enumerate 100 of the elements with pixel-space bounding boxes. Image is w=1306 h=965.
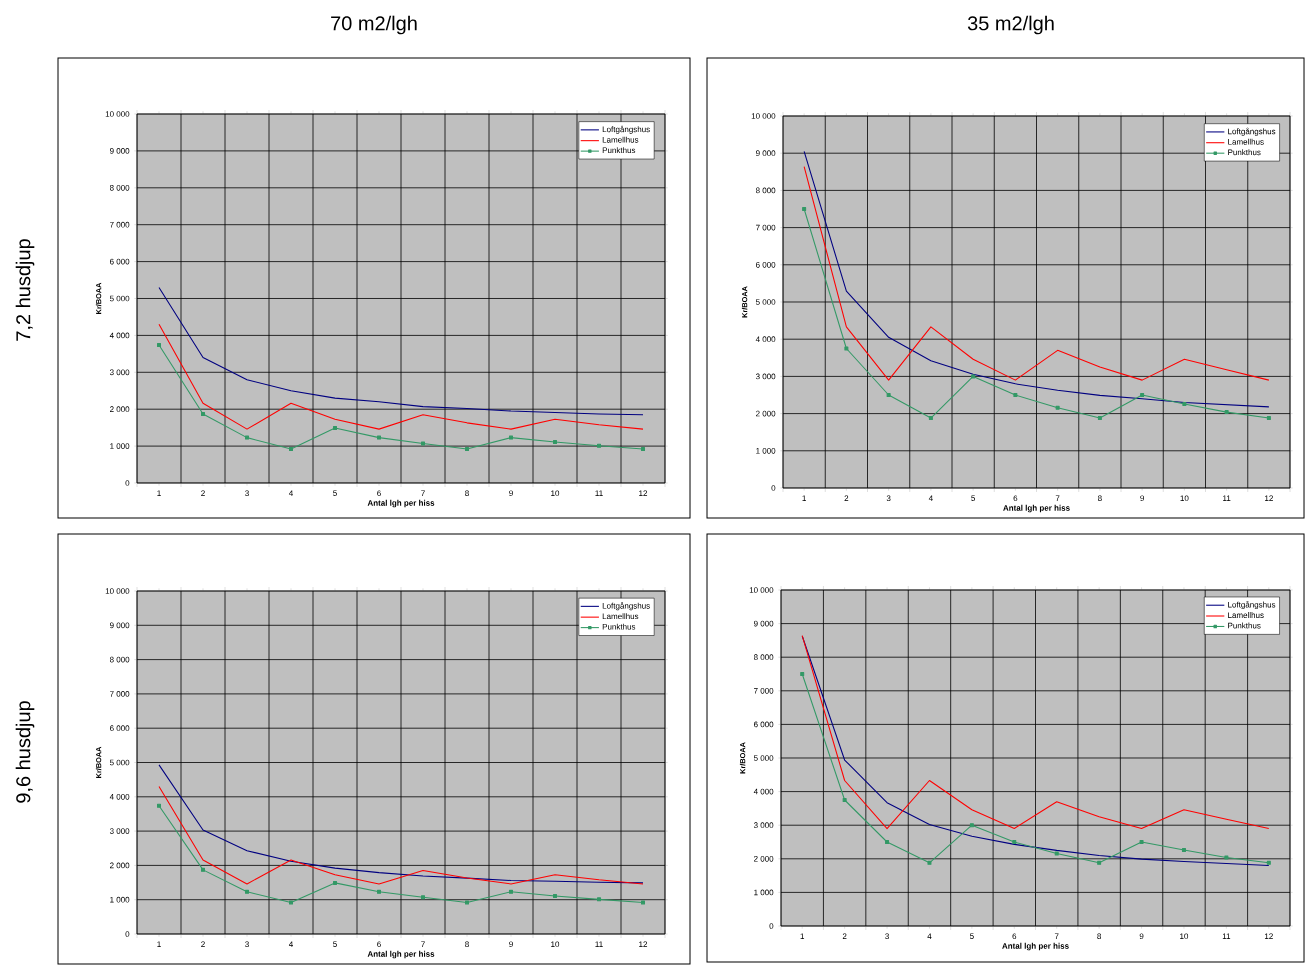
point [597, 897, 602, 902]
x-tick-label: 8 [1098, 495, 1102, 502]
x-tick-label: 10 [551, 941, 560, 948]
point [927, 860, 932, 865]
y-tick-label: 2 000 [110, 406, 130, 413]
x-tick-label: 11 [1223, 495, 1231, 501]
x-tick-label: 5 [333, 490, 337, 496]
x-tick-label: 11 [1222, 933, 1231, 939]
y-tick-label: 9 000 [109, 622, 130, 629]
point [885, 840, 890, 845]
y-tick-label: 9 000 [109, 148, 130, 154]
x-tick-label: 4 [927, 933, 932, 939]
legend-label: Punkthus [602, 623, 636, 630]
x-tick-label: 9 [1140, 495, 1144, 502]
x-axis-title: Antal lgh per hiss [367, 950, 435, 959]
point [842, 798, 847, 803]
y-tick-label: 2 000 [754, 855, 774, 862]
y-tick-label: 3 000 [109, 828, 130, 834]
point [641, 900, 646, 905]
x-tick-label: 7 [1054, 933, 1059, 939]
y-tick-label: 1 000 [110, 443, 130, 449]
y-tick-label: 1 000 [756, 447, 776, 454]
point [157, 342, 162, 347]
text: 9,6 husdjup [15, 701, 35, 803]
x-tick-label: 7 [421, 490, 425, 496]
point [1266, 860, 1271, 865]
legend-label: Loftgångshus [1228, 600, 1276, 610]
point [377, 435, 382, 440]
point [802, 206, 807, 211]
x-tick-label: 12 [639, 941, 648, 947]
legend-label: Lamellhus [1228, 138, 1264, 145]
point [377, 889, 382, 894]
y-tick-label: 6 000 [754, 721, 774, 728]
x-tick-label: 12 [1265, 495, 1273, 501]
y-tick-label: 5 000 [755, 299, 776, 305]
point [245, 889, 250, 894]
x-tick-label: 2 [201, 490, 205, 496]
y-tick-label: 9 000 [753, 620, 774, 627]
y-tick-label: 6 000 [110, 725, 130, 732]
point [971, 374, 976, 379]
point [800, 671, 805, 677]
legend-label: Lamellhus [1228, 612, 1264, 618]
x-tick-label: 12 [639, 490, 648, 496]
y-tick-label: 4 000 [755, 336, 776, 343]
y-tick-label: 0 [769, 923, 774, 929]
y-tick-label: 2 000 [110, 862, 130, 869]
legend-label: Loftgångshus [602, 125, 650, 134]
point [1182, 401, 1187, 406]
x-tick-label: 10 [551, 490, 560, 497]
y-tick-label: 6 000 [756, 261, 776, 268]
x-tick-label: 3 [245, 941, 249, 948]
legend-label: Punkthus [602, 147, 636, 154]
line-series [801, 635, 1270, 830]
point [509, 889, 514, 894]
point [157, 803, 162, 808]
point [1012, 840, 1017, 845]
x-tick-label: 7 [1055, 495, 1060, 501]
x-tick-label: 5 [971, 495, 976, 501]
y-tick-label: 8 000 [109, 656, 130, 663]
y-tick-label: 4 000 [109, 332, 130, 339]
legend-label: Lamellhus [602, 136, 639, 143]
x-tick-label: 1 [800, 933, 805, 939]
legend-label: Loftgångshus [1228, 127, 1276, 136]
x-axis-title: Antal lgh per hiss [1002, 942, 1069, 951]
y-tick-label: 4 000 [753, 788, 774, 795]
x-tick-label: 10 [1180, 495, 1189, 502]
y-tick-label: 1 000 [754, 889, 774, 896]
point [1224, 855, 1229, 860]
line-series [158, 286, 644, 416]
x-tick-label: 12 [1264, 933, 1273, 939]
point [1139, 840, 1144, 845]
line-series [803, 166, 1270, 381]
point [1013, 392, 1018, 397]
x-tick-label: 5 [969, 933, 974, 939]
point [201, 411, 206, 416]
point [465, 900, 470, 905]
y-tick-label: 9 000 [755, 150, 776, 157]
point [509, 435, 514, 440]
y-tick-label: 4 000 [109, 793, 130, 800]
x-tick-label: 9 [1139, 933, 1144, 940]
x-tick-label: 11 [595, 941, 603, 947]
text: 7,2 husdjup [15, 239, 35, 341]
point [421, 895, 426, 900]
point [245, 435, 250, 440]
y-tick-label: 6 000 [110, 258, 130, 265]
point [1055, 405, 1060, 410]
x-tick-label: 1 [802, 495, 806, 501]
chart-title: 35 m2/lgh [967, 15, 1054, 35]
point [1097, 416, 1102, 421]
x-tick-label: 3 [886, 495, 891, 502]
point [333, 426, 338, 431]
y-tick-label: 10 000 [749, 587, 774, 593]
point [465, 447, 470, 452]
point [844, 346, 849, 351]
x-tick-label: 2 [842, 933, 847, 939]
x-axis-title: Antal lgh per hiss [367, 499, 435, 508]
y-tick-label: 3 000 [755, 373, 776, 380]
y-tick-label: 3 000 [753, 822, 774, 829]
y-tick-label: 7 000 [754, 687, 774, 694]
chart-title: 70 m2/lgh [331, 15, 417, 35]
